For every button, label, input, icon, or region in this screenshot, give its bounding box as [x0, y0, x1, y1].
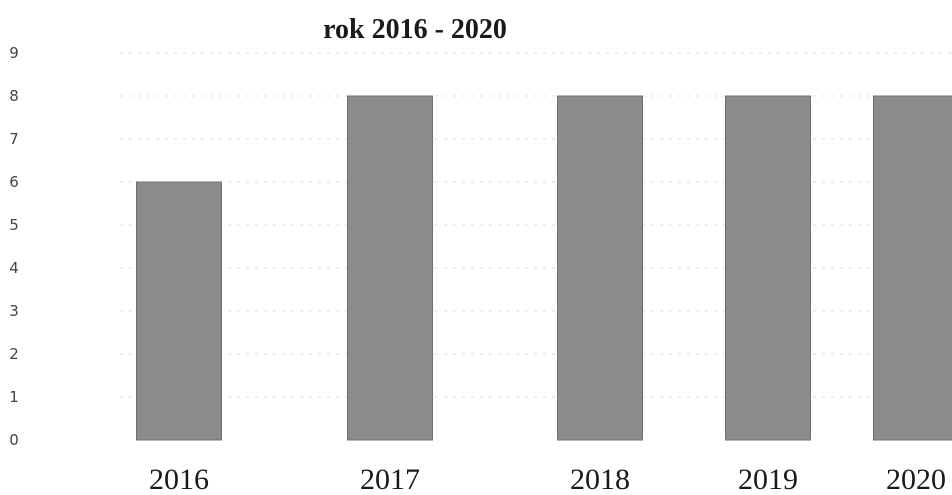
- y-tick-label: 5: [9, 216, 19, 234]
- gridlines: [120, 52, 952, 398]
- x-tick-label: 2018: [570, 463, 630, 495]
- bars: [136, 95, 952, 441]
- y-tick-label: 3: [9, 302, 19, 320]
- chart-title: rok 2016 - 2020: [323, 14, 507, 45]
- y-tick-label: 1: [9, 388, 19, 406]
- bar-2019: [725, 95, 811, 441]
- x-tick-label: 2016: [149, 463, 209, 495]
- x-tick-label: 2017: [360, 463, 420, 495]
- y-tick-label: 4: [9, 259, 19, 277]
- y-tick-label: 7: [9, 130, 19, 148]
- y-tick-label: 6: [9, 173, 19, 191]
- bar-2017: [347, 95, 433, 441]
- bar-2020: [873, 95, 952, 441]
- bar-2016: [136, 181, 222, 441]
- x-tick-label: 2019: [738, 463, 798, 495]
- y-tick-label: 2: [9, 345, 19, 363]
- y-tick-label: 8: [9, 87, 19, 105]
- y-axis-ticks: 0 1 2 3 4 5 6 7 8 9: [9, 44, 19, 449]
- y-tick-label: 0: [9, 431, 19, 449]
- y-tick-label: 9: [9, 44, 19, 62]
- x-tick-label: 2020: [886, 463, 946, 495]
- x-axis-ticks: 2016 2017 2018 2019 2020: [149, 463, 946, 495]
- bar-2018: [557, 95, 643, 441]
